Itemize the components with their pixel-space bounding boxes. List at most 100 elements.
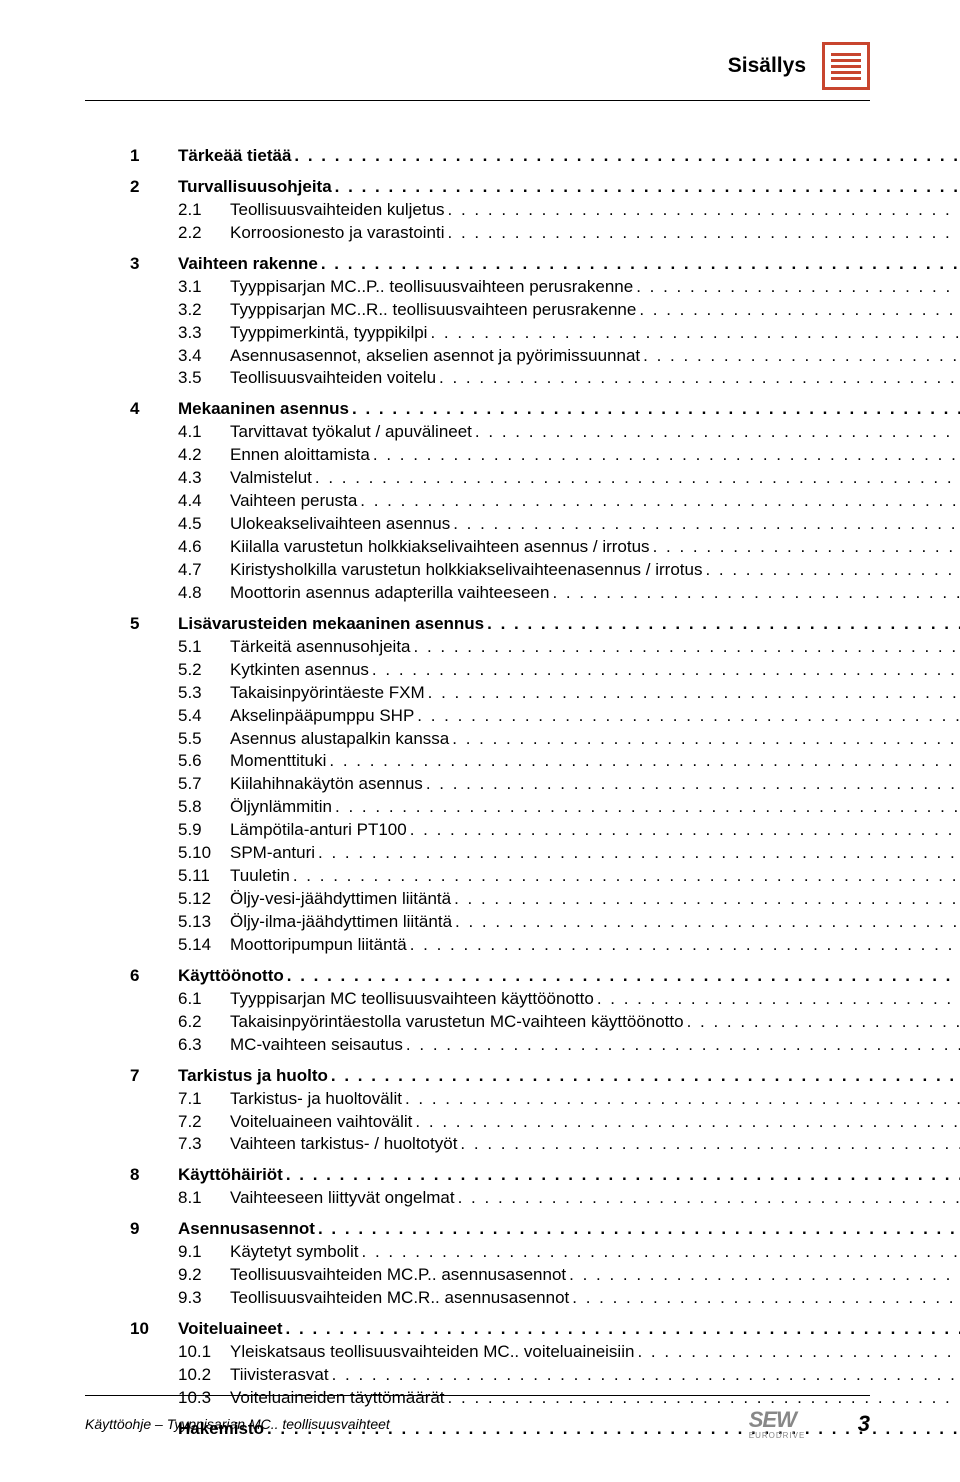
header-title: Sisällys (728, 54, 806, 78)
toc-level2-num: 3.1 (178, 276, 230, 299)
toc-level2-num: 4.6 (178, 536, 230, 559)
toc-level1-title: Mekaaninen asennus. . . . . . . . . . . … (178, 398, 960, 421)
toc-level2-num: 4.2 (178, 444, 230, 467)
toc-level2-row: 5.9Lämpötila-anturi PT100. . . . . . . .… (178, 819, 860, 842)
toc-level2-num: 10.2 (178, 1364, 230, 1387)
toc-level2-title: Öljy-ilma-jäähdyttimen liitäntä. . . . .… (230, 911, 960, 934)
toc-level2-title: Takaisinpyörintäeste FXM. . . . . . . . … (230, 682, 960, 705)
toc-level2-row: 3.3Tyyppimerkintä, tyyppikilpi. . . . . … (178, 322, 860, 345)
toc-level2-title: Momenttituki. . . . . . . . . . . . . . … (230, 750, 960, 773)
toc-level2-row: 5.7Kiilahihnakäytön asennus. . . . . . .… (178, 773, 860, 796)
toc-level2-title: Moottorin asennus adapterilla vaihteesee… (230, 582, 960, 605)
toc-level2-title: SPM-anturi. . . . . . . . . . . . . . . … (230, 842, 960, 865)
toc-level2-num: 10.1 (178, 1341, 230, 1364)
toc-level2-num: 9.3 (178, 1287, 230, 1310)
toc-level1-row: 5Lisävarusteiden mekaaninen asennus. . .… (130, 613, 860, 636)
toc-level1-title: Vaihteen rakenne. . . . . . . . . . . . … (178, 253, 960, 276)
toc-level2-num: 7.1 (178, 1088, 230, 1111)
toc-level2-num: 4.8 (178, 582, 230, 605)
toc-level2-title: Kytkinten asennus. . . . . . . . . . . .… (230, 659, 960, 682)
toc-level2-row: 5.11Tuuletin. . . . . . . . . . . . . . … (178, 865, 860, 888)
toc-level2-title: Asennus alustapalkin kanssa. . . . . . .… (230, 728, 960, 751)
toc-level2-num: 3.5 (178, 367, 230, 390)
toc-level2-row: 5.3Takaisinpyörintäeste FXM. . . . . . .… (178, 682, 860, 705)
toc-level2-row: 9.2Teollisuusvaihteiden MC.P.. asennusas… (178, 1264, 860, 1287)
toc-level2-title: Vaihteen tarkistus- / huoltotyöt. . . . … (230, 1133, 960, 1156)
toc-level1-num: 9 (130, 1218, 178, 1241)
toc-level1-row: 9Asennusasennot. . . . . . . . . . . . .… (130, 1218, 860, 1241)
toc-level2-row: 10.1Yleiskatsaus teollisuusvaihteiden MC… (178, 1341, 860, 1364)
toc-level2-title: Teollisuusvaihteiden MC.R.. asennusasenn… (230, 1287, 960, 1310)
toc-level1-title: Käyttöhäiriöt. . . . . . . . . . . . . .… (178, 1164, 960, 1187)
toc-level2-num: 9.2 (178, 1264, 230, 1287)
toc-level2-num: 5.10 (178, 842, 230, 865)
toc-level2-title: Asennusasennot, akselien asennot ja pyör… (230, 345, 960, 368)
toc-level2-row: 6.1Tyyppisarjan MC teollisuusvaihteen kä… (178, 988, 860, 1011)
toc-level2-row: 3.4Asennusasennot, akselien asennot ja p… (178, 345, 860, 368)
toc-level1-num: 1 (130, 145, 178, 168)
toc-level2-row: 4.6Kiilalla varustetun holkkiakselivaiht… (178, 536, 860, 559)
toc-level2-title: Korroosionesto ja varastointi. . . . . .… (230, 222, 960, 245)
toc-level2-title: Kiristysholkilla varustetun holkkiakseli… (230, 559, 960, 582)
toc-level1-title: Asennusasennot. . . . . . . . . . . . . … (178, 1218, 960, 1241)
toc-level1-num: 8 (130, 1164, 178, 1187)
toc-level2-title: Ennen aloittamista. . . . . . . . . . . … (230, 444, 960, 467)
toc-level2-title: MC-vaihteen seisautus. . . . . . . . . .… (230, 1034, 960, 1057)
toc-level2-row: 5.12Öljy-vesi-jäähdyttimen liitäntä. . .… (178, 888, 860, 911)
toc-level2-title: Tärkeitä asennusohjeita. . . . . . . . .… (230, 636, 960, 659)
toc-level2-row: 3.5Teollisuusvaihteiden voitelu. . . . .… (178, 367, 860, 390)
toc-level2-row: 3.1Tyyppisarjan MC..P.. teollisuusvaihte… (178, 276, 860, 299)
toc-level2-title: Tarvittavat työkalut / apuvälineet. . . … (230, 421, 960, 444)
toc-level2-title: Akselinpääpumppu SHP. . . . . . . . . . … (230, 705, 960, 728)
toc-level2-row: 5.10SPM-anturi. . . . . . . . . . . . . … (178, 842, 860, 865)
toc-level2-num: 7.3 (178, 1133, 230, 1156)
toc-level2-title: Kiilalla varustetun holkkiakselivaihteen… (230, 536, 960, 559)
toc-level1-num: 7 (130, 1065, 178, 1088)
toc-level2-row: 9.1Käytetyt symbolit. . . . . . . . . . … (178, 1241, 860, 1264)
toc-level1-title: Lisävarusteiden mekaaninen asennus. . . … (178, 613, 960, 636)
toc-level2-row: 4.8Moottorin asennus adapterilla vaihtee… (178, 582, 860, 605)
toc-level2-row: 5.2Kytkinten asennus. . . . . . . . . . … (178, 659, 860, 682)
toc-level2-title: Valmistelut. . . . . . . . . . . . . . .… (230, 467, 960, 490)
toc-level2-title: Vaihteeseen liittyvät ongelmat. . . . . … (230, 1187, 960, 1210)
toc-level2-row: 4.7Kiristysholkilla varustetun holkkiaks… (178, 559, 860, 582)
header-rule (85, 100, 870, 101)
toc-level2-title: Takaisinpyörintäestolla varustetun MC-va… (230, 1011, 960, 1034)
page-header: Sisällys (728, 42, 870, 90)
toc-level2-row: 4.2Ennen aloittamista. . . . . . . . . .… (178, 444, 860, 467)
toc-level2-title: Voiteluaineen vaihtovälit. . . . . . . .… (230, 1111, 960, 1134)
toc-level2-title: Tiivisterasvat. . . . . . . . . . . . . … (230, 1364, 960, 1387)
toc-level2-num: 5.9 (178, 819, 230, 842)
toc-level1-title: Turvallisuusohjeita. . . . . . . . . . .… (178, 176, 960, 199)
toc-level2-row: 7.2Voiteluaineen vaihtovälit. . . . . . … (178, 1111, 860, 1134)
toc-level2-num: 5.3 (178, 682, 230, 705)
toc-level1-row: 8Käyttöhäiriöt. . . . . . . . . . . . . … (130, 1164, 860, 1187)
toc-level2-title: Tyyppisarjan MC..P.. teollisuusvaihteen … (230, 276, 960, 299)
toc-level2-title: Ulokeakselivaihteen asennus. . . . . . .… (230, 513, 960, 536)
toc-level2-title: Tyyppisarjan MC..R.. teollisuusvaihteen … (230, 299, 960, 322)
toc-level1-title: Tarkistus ja huolto. . . . . . . . . . .… (178, 1065, 960, 1088)
toc-level2-title: Kiilahihnakäytön asennus. . . . . . . . … (230, 773, 960, 796)
toc-level2-num: 4.1 (178, 421, 230, 444)
toc-level1-row: 2Turvallisuusohjeita. . . . . . . . . . … (130, 176, 860, 199)
toc-level2-row: 5.14Moottoripumpun liitäntä. . . . . . .… (178, 934, 860, 957)
toc-level1-title: Tärkeää tietää. . . . . . . . . . . . . … (178, 145, 960, 168)
toc-level2-title: Teollisuusvaihteiden voitelu. . . . . . … (230, 367, 960, 390)
toc-level1-title: Käyttöönotto. . . . . . . . . . . . . . … (178, 965, 960, 988)
toc-level2-num: 5.14 (178, 934, 230, 957)
toc-level1-num: 5 (130, 613, 178, 636)
footer-text: Käyttöohje – Tyyppisarjan MC.. teollisuu… (85, 1416, 390, 1432)
toc-level2-num: 6.3 (178, 1034, 230, 1057)
toc-level2-num: 4.4 (178, 490, 230, 513)
toc-level2-title: Teollisuusvaihteiden MC.P.. asennusasenn… (230, 1264, 960, 1287)
toc-level2-num: 9.1 (178, 1241, 230, 1264)
toc-level2-num: 6.1 (178, 988, 230, 1011)
toc-level1-num: 6 (130, 965, 178, 988)
toc-level2-title: Tuuletin. . . . . . . . . . . . . . . . … (230, 865, 960, 888)
toc-level2-title: Tarkistus- ja huoltovälit. . . . . . . .… (230, 1088, 960, 1111)
toc-level2-title: Käytetyt symbolit. . . . . . . . . . . .… (230, 1241, 960, 1264)
toc-icon (822, 42, 870, 90)
toc-level2-num: 5.12 (178, 888, 230, 911)
toc-level2-row: 10.2Tiivisterasvat. . . . . . . . . . . … (178, 1364, 860, 1387)
table-of-contents: 1Tärkeää tietää. . . . . . . . . . . . .… (130, 145, 860, 1441)
